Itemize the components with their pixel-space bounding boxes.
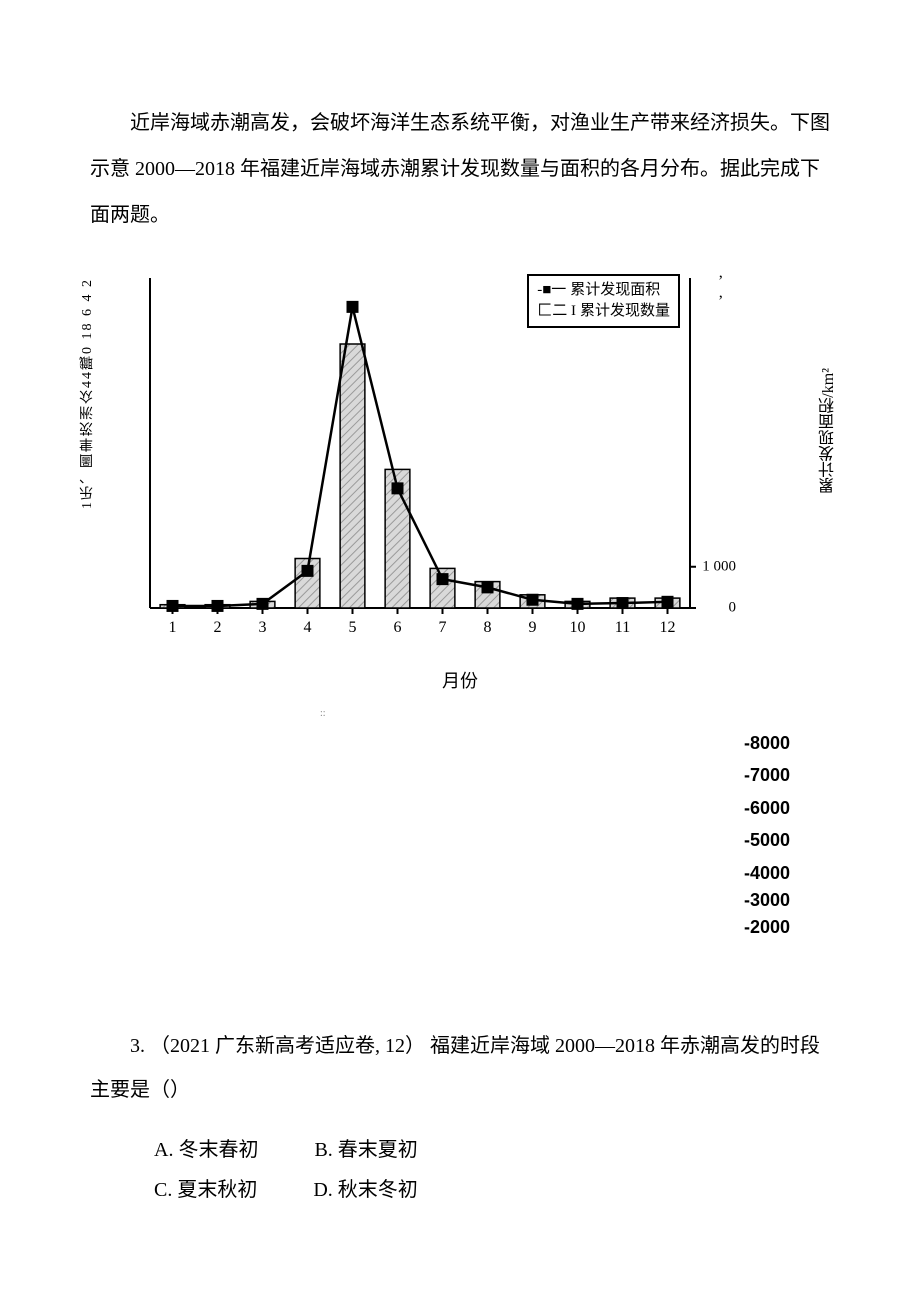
legend-count-prefix: 匚二 I [537,301,576,322]
right-axis-ticks: 1 0000 [686,268,736,648]
stray-number-list: -8000-7000-6000-5000-4000-3000-2000 [90,727,830,944]
svg-text:2: 2 [214,619,222,636]
legend-count: 匚二 I 累计发现数量 [537,301,670,322]
option-d: D. 秋末冬初 [313,1170,417,1210]
svg-text:6: 6 [394,619,402,636]
svg-text:12: 12 [660,619,676,636]
option-c: C. 夏末秋初 [154,1170,257,1210]
ocr-dot-marker: :: [320,708,830,719]
right-y-axis-label: 累计发现面积/km² [820,368,838,494]
svg-text:11: 11 [615,619,630,636]
legend-count-label: 累计发现数量 [580,301,670,322]
svg-text:5: 5 [349,619,357,636]
option-a: A. 冬末春初 [154,1130,258,1170]
svg-text:4: 4 [304,619,312,636]
question-stem: 3. （2021 广东新高考适应卷, 12） 福建近岸海域 2000—2018 … [90,1024,830,1112]
svg-text:10: 10 [570,619,586,636]
redtide-chart: 1乐、圖聿茨洲众44職0 18 6 4 2 ’’123456789101112 … [90,268,830,688]
option-b: B. 春末夏初 [314,1130,417,1170]
legend-area-label: 累计发现面积 [570,280,660,301]
left-y-axis-raw-text: 1乐、圖聿茨洲众44職0 18 6 4 2 [80,278,98,509]
svg-text:3: 3 [259,619,267,636]
plot-area: ’’123456789101112 -■一 累计发现面积 匚二 I 累计发现数量… [120,268,740,648]
question-source: （2021 广东新高考适应卷, 12） [150,1035,425,1057]
options: A. 冬末春初 B. 春末夏初 C. 夏末秋初 D. 秋末冬初 [90,1130,830,1210]
svg-text:7: 7 [439,619,447,636]
intro-paragraph: 近岸海域赤潮高发，会破坏海洋生态系统平衡，对渔业生产带来经济损失。下图示意 20… [90,100,830,238]
legend-area: -■一 累计发现面积 [537,280,670,301]
svg-text:1: 1 [169,619,177,636]
x-axis-label: 月份 [442,667,478,693]
svg-text:9: 9 [529,619,537,636]
legend-area-prefix: -■一 [537,280,566,301]
question-number: 3. [130,1035,145,1057]
svg-text:8: 8 [484,619,492,636]
legend: -■一 累计发现面积 匚二 I 累计发现数量 [527,274,680,328]
